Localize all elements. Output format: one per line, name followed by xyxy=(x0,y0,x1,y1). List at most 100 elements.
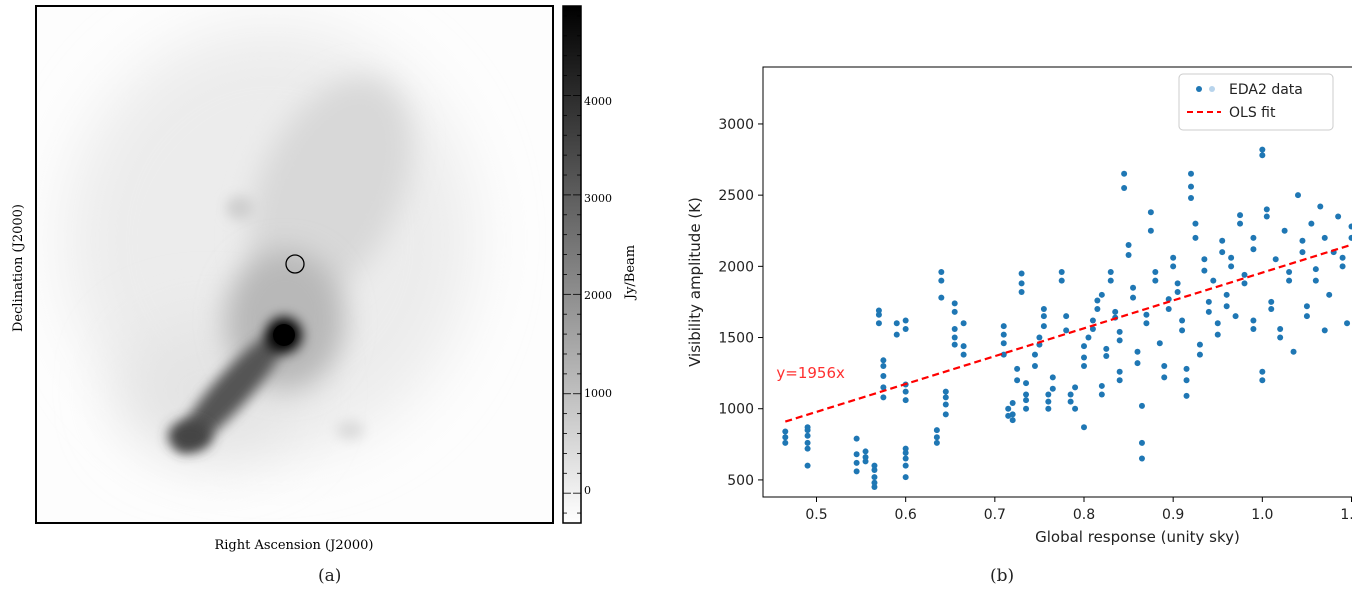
data-point xyxy=(1023,380,1030,387)
data-point xyxy=(1223,291,1230,298)
northern-plume xyxy=(248,77,412,303)
data-point xyxy=(1125,241,1132,248)
data-point xyxy=(1210,277,1217,284)
data-point xyxy=(1188,183,1194,190)
data-point xyxy=(1196,351,1203,358)
data-point xyxy=(902,397,909,404)
data-point xyxy=(1116,368,1123,375)
y-tick-label: 1500 xyxy=(718,331,754,347)
data-point xyxy=(1085,334,1092,341)
data-point xyxy=(1107,269,1114,276)
data-point xyxy=(1228,263,1235,270)
data-point xyxy=(1125,251,1132,258)
data-point xyxy=(1018,288,1025,295)
data-point xyxy=(1268,306,1275,313)
data-point xyxy=(1049,385,1056,392)
data-point xyxy=(1000,340,1007,347)
data-point xyxy=(1299,237,1306,244)
y-tick-label: 1000 xyxy=(718,402,754,418)
data-point xyxy=(1103,353,1110,360)
x-tick-label: 1.1 xyxy=(1340,507,1352,523)
data-point xyxy=(880,372,887,379)
data-point xyxy=(893,320,900,327)
data-point xyxy=(1219,237,1226,244)
data-point xyxy=(1040,306,1047,313)
data-point xyxy=(1277,325,1284,332)
data-point xyxy=(1005,405,1012,412)
legend-marker-points xyxy=(1196,86,1202,92)
data-point xyxy=(1040,323,1047,330)
data-point xyxy=(1049,374,1056,381)
data-point xyxy=(1183,392,1190,399)
data-point xyxy=(1081,363,1087,370)
data-point xyxy=(1138,439,1145,446)
data-point xyxy=(1196,341,1203,348)
data-point xyxy=(880,394,887,401)
data-point xyxy=(1312,266,1319,273)
data-point xyxy=(942,411,949,418)
data-point xyxy=(942,388,949,395)
data-point xyxy=(1081,424,1087,431)
colorbar-tick-label: 3000 xyxy=(584,192,612,205)
data-point xyxy=(1094,297,1101,304)
data-point xyxy=(782,439,789,446)
data-point xyxy=(1089,317,1096,324)
data-point xyxy=(1089,325,1096,332)
data-point xyxy=(960,320,967,327)
data-point xyxy=(1058,269,1065,276)
data-point xyxy=(1205,298,1212,305)
data-point xyxy=(804,439,811,446)
data-point xyxy=(938,269,945,276)
data-point xyxy=(1339,254,1346,261)
data-point xyxy=(951,325,958,332)
data-point xyxy=(1014,365,1021,372)
data-point xyxy=(1250,317,1257,324)
colorbar-tick-label: 4000 xyxy=(584,95,612,108)
data-point xyxy=(1228,254,1235,261)
data-point xyxy=(853,435,860,442)
data-point xyxy=(1237,212,1244,219)
data-point xyxy=(804,432,811,439)
y-tick-label: 2500 xyxy=(718,188,754,204)
colorbar-label: Jy/Beam xyxy=(623,245,638,301)
data-point xyxy=(1009,411,1016,418)
colorbar-ticks xyxy=(563,15,581,514)
data-point xyxy=(875,307,882,314)
data-point xyxy=(1188,194,1194,201)
data-point xyxy=(951,341,958,348)
data-point xyxy=(1009,400,1016,407)
data-point xyxy=(1009,417,1016,424)
data-point xyxy=(1192,220,1199,227)
data-point xyxy=(933,439,940,446)
data-point xyxy=(1000,323,1007,330)
y-axis-ticks: 500 1000 1500 2000 2500 3000 xyxy=(718,117,763,489)
data-point xyxy=(862,458,869,465)
data-point xyxy=(1201,267,1208,274)
data-point xyxy=(1303,303,1310,310)
data-point xyxy=(862,454,869,461)
data-point xyxy=(1081,343,1087,350)
data-point xyxy=(951,300,958,307)
data-point xyxy=(1023,405,1030,412)
data-point xyxy=(1116,337,1123,344)
legend-box xyxy=(1178,73,1334,131)
data-point xyxy=(880,363,887,370)
colorbar-tick-label: 0 xyxy=(584,484,591,497)
data-point xyxy=(1063,327,1070,334)
data-point xyxy=(1098,291,1105,298)
data-point xyxy=(1161,363,1168,370)
data-point xyxy=(853,468,860,475)
data-point xyxy=(933,434,940,441)
x-tick-label: 0.9 xyxy=(1162,507,1184,523)
data-point xyxy=(1272,256,1279,263)
legend: EDA2 data OLS fit xyxy=(1178,73,1334,131)
data-point xyxy=(782,428,789,435)
data-point xyxy=(875,311,882,318)
data-point xyxy=(1241,280,1248,287)
data-point xyxy=(1223,303,1230,310)
data-point xyxy=(1348,234,1352,241)
radio-emission xyxy=(65,25,475,460)
data-point xyxy=(1281,227,1288,234)
data-point xyxy=(1134,348,1141,355)
data-point xyxy=(1165,296,1172,303)
